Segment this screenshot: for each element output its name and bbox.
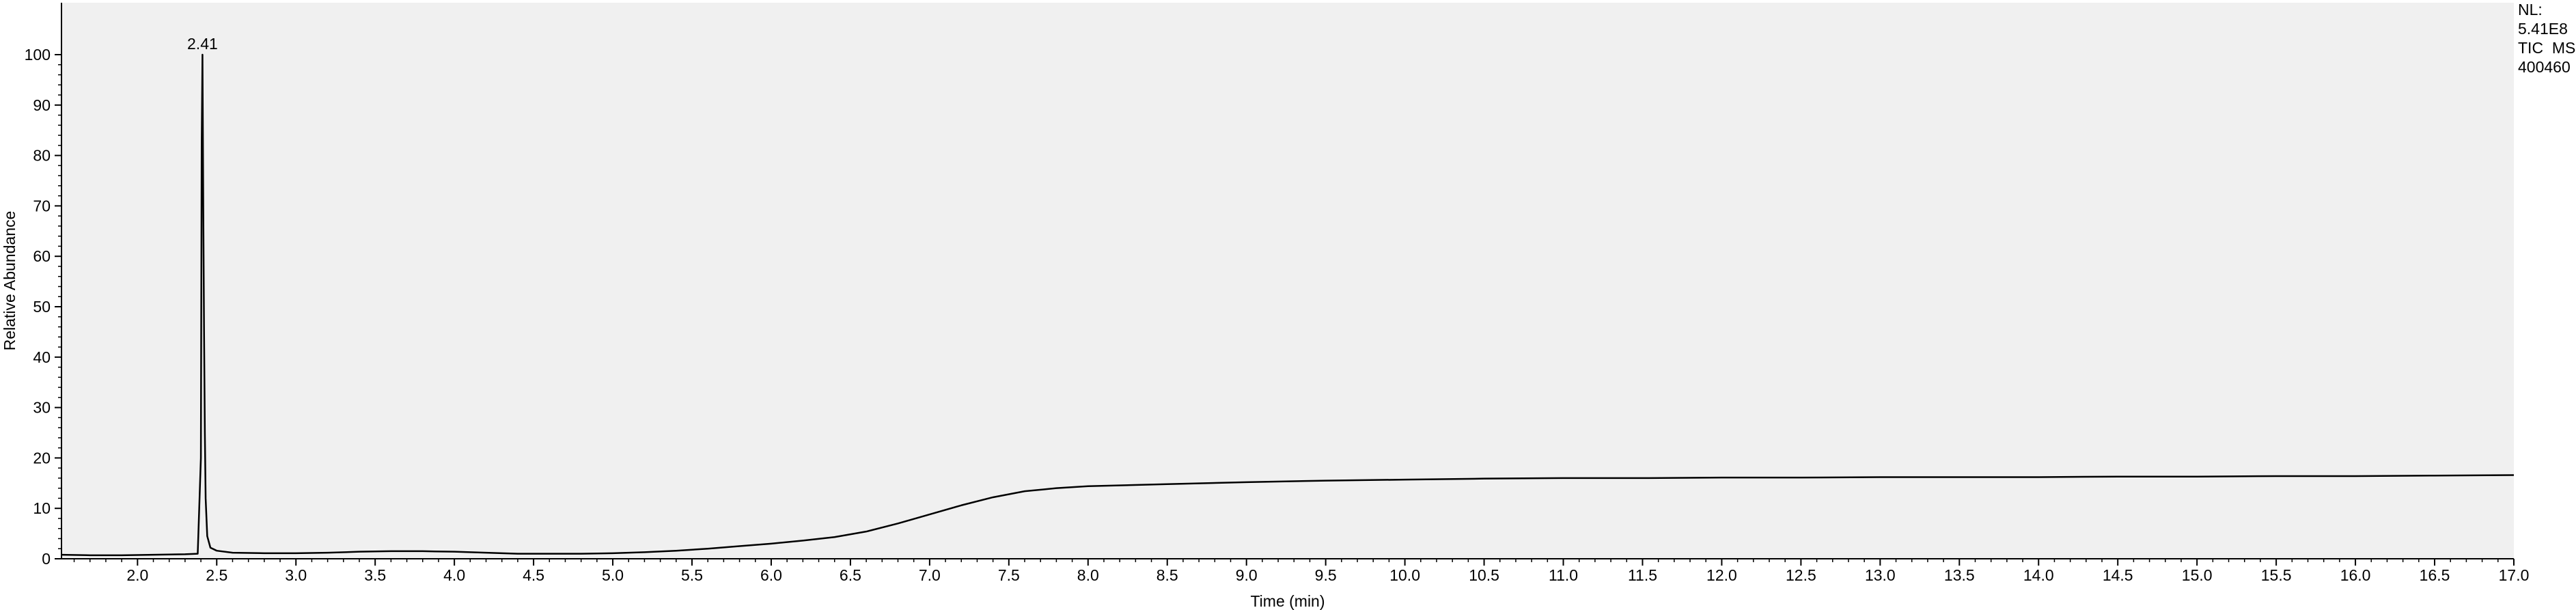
- x-tick-label: 6.0: [760, 566, 782, 584]
- x-axis-title: Time (min): [1250, 592, 1325, 610]
- x-tick-label: 7.0: [919, 566, 941, 584]
- x-tick-label: 14.5: [2103, 566, 2133, 584]
- x-tick-label: 9.5: [1315, 566, 1337, 584]
- x-tick-label: 3.0: [285, 566, 307, 584]
- y-tick-label: 100: [25, 46, 51, 64]
- y-tick-label: 0: [42, 550, 51, 568]
- info-id: 400460: [2518, 58, 2571, 76]
- x-tick-label: 8.0: [1077, 566, 1099, 584]
- x-tick-label: 15.5: [2261, 566, 2292, 584]
- x-tick-label: 15.0: [2182, 566, 2213, 584]
- x-tick-label: 2.5: [206, 566, 227, 584]
- y-tick-label: 10: [33, 499, 51, 517]
- y-tick-label: 20: [33, 449, 51, 467]
- peak-label: 2.41: [187, 35, 218, 53]
- x-tick-label: 17.0: [2499, 566, 2530, 584]
- x-tick-label: 8.5: [1157, 566, 1178, 584]
- x-tick-label: 16.5: [2420, 566, 2450, 584]
- x-tick-label: 5.5: [681, 566, 703, 584]
- x-tick-label: 2.0: [126, 566, 148, 584]
- y-tick-label: 90: [33, 96, 51, 114]
- x-tick-label: 3.5: [364, 566, 386, 584]
- y-axis-title: Relative Abundance: [1, 211, 18, 351]
- x-tick-label: 12.5: [1786, 566, 1816, 584]
- info-block: NL: 5.41E8 TIC MS 400460: [2518, 1, 2575, 76]
- x-tick-label: 12.0: [1706, 566, 1737, 584]
- x-tick-label: 14.0: [2023, 566, 2054, 584]
- x-tick-label: 13.0: [1865, 566, 1896, 584]
- y-tick-label: 40: [33, 348, 51, 366]
- x-tick-label: 10.5: [1469, 566, 1499, 584]
- info-value: 5.41E8: [2518, 20, 2568, 38]
- x-tick-label: 11.5: [1628, 566, 1657, 584]
- y-tick-label: 30: [33, 399, 51, 417]
- y-tick-label: 60: [33, 247, 51, 265]
- x-tick-label: 9.0: [1236, 566, 1258, 584]
- tic-trace-line: [61, 53, 2515, 557]
- x-tick-label: 13.5: [1944, 566, 1975, 584]
- plot-area: [61, 3, 2514, 559]
- x-tick-label: 7.5: [998, 566, 1020, 584]
- info-nl: NL:: [2518, 1, 2543, 18]
- x-tick-label: 10.0: [1389, 566, 1420, 584]
- x-tick-label: 4.5: [523, 566, 544, 584]
- info-scan: TIC MS: [2518, 39, 2575, 57]
- x-tick-label: 4.0: [443, 566, 465, 584]
- x-tick-label: 11.0: [1549, 566, 1578, 584]
- y-tick-label: 80: [33, 147, 51, 165]
- x-tick-label: 16.0: [2340, 566, 2371, 584]
- y-tick-label: 50: [33, 298, 51, 316]
- x-tick-label: 5.0: [602, 566, 624, 584]
- x-tick-label: 6.5: [840, 566, 861, 584]
- y-tick-label: 70: [33, 197, 51, 214]
